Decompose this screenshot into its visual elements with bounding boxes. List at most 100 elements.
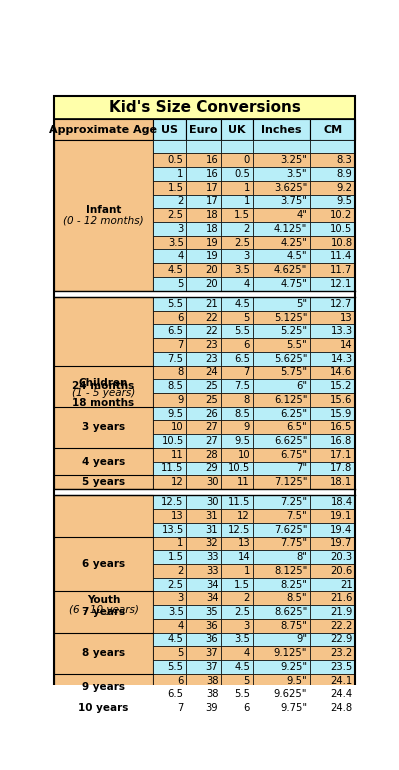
Bar [153, 420, 186, 434]
Text: 32: 32 [206, 538, 218, 548]
Text: 19.4: 19.4 [330, 525, 352, 534]
Text: 34: 34 [206, 580, 218, 590]
Text: 14: 14 [237, 552, 250, 562]
Bar [253, 140, 310, 153]
Text: 3.5": 3.5" [286, 169, 307, 179]
Text: 19.1: 19.1 [330, 511, 352, 521]
Text: 6.625": 6.625" [274, 436, 307, 446]
Bar [153, 509, 186, 523]
Bar [221, 551, 253, 564]
Text: 9.625": 9.625" [274, 689, 307, 699]
Bar [221, 153, 253, 167]
Bar [253, 407, 310, 420]
Text: 1.5: 1.5 [234, 580, 250, 590]
Text: 1.5: 1.5 [168, 552, 184, 562]
Bar [310, 366, 355, 380]
Text: 19: 19 [205, 238, 218, 247]
Bar [221, 236, 253, 249]
Text: 19.7: 19.7 [330, 538, 352, 548]
Bar [253, 674, 310, 688]
Text: 27: 27 [205, 422, 218, 432]
Text: 11.4: 11.4 [330, 251, 352, 261]
Text: 4: 4 [244, 279, 250, 289]
Text: 8.5: 8.5 [168, 381, 184, 391]
Bar [221, 420, 253, 434]
Bar [186, 475, 221, 489]
Bar [253, 660, 310, 674]
Text: 6: 6 [177, 675, 184, 685]
Bar [310, 701, 355, 715]
Text: 9": 9" [296, 634, 307, 644]
Text: Approximate Age: Approximate Age [49, 125, 158, 135]
Text: 3: 3 [244, 621, 250, 631]
Text: 5.125": 5.125" [274, 313, 307, 323]
Text: 7: 7 [177, 340, 184, 350]
Text: 8.3: 8.3 [337, 156, 352, 166]
Text: US: US [161, 125, 178, 135]
Bar [54, 297, 153, 489]
Bar [310, 338, 355, 352]
Text: 23.5: 23.5 [330, 662, 352, 671]
Text: 4.5: 4.5 [168, 265, 184, 275]
Text: 6: 6 [244, 703, 250, 713]
Text: 9.5: 9.5 [168, 409, 184, 419]
Text: 5": 5" [296, 299, 307, 309]
Text: 9.2: 9.2 [336, 182, 352, 192]
Bar [310, 646, 355, 660]
Bar [310, 181, 355, 195]
Text: 33: 33 [206, 566, 218, 576]
Text: 7.625": 7.625" [274, 525, 307, 534]
Bar [253, 564, 310, 578]
Text: 8 years: 8 years [82, 648, 125, 658]
Bar [153, 297, 186, 311]
Text: (6 - 10 years): (6 - 10 years) [69, 605, 138, 615]
Text: 11.7: 11.7 [330, 265, 352, 275]
Text: 16.5: 16.5 [330, 422, 352, 432]
Bar [153, 551, 186, 564]
Text: 0: 0 [244, 156, 250, 166]
Bar [310, 688, 355, 701]
Bar [221, 407, 253, 420]
Text: 3 years: 3 years [82, 422, 125, 432]
Text: 21.6: 21.6 [330, 594, 352, 603]
Text: 1.5: 1.5 [234, 210, 250, 220]
Bar [186, 509, 221, 523]
Text: 4 years: 4 years [82, 457, 125, 467]
Bar [153, 181, 186, 195]
Text: 12.5: 12.5 [228, 525, 250, 534]
Text: 25: 25 [205, 395, 218, 405]
Bar [253, 495, 310, 509]
Text: 37: 37 [206, 648, 218, 658]
Text: 9: 9 [177, 395, 184, 405]
Text: 31: 31 [206, 525, 218, 534]
Text: 3.5: 3.5 [168, 238, 184, 247]
Bar [153, 119, 186, 139]
Bar [310, 461, 355, 475]
Text: 23: 23 [206, 353, 218, 363]
Bar [153, 448, 186, 461]
Text: 12.1: 12.1 [330, 279, 352, 289]
Bar [253, 222, 310, 236]
Text: 24 months: 24 months [72, 381, 134, 391]
Text: 17.8: 17.8 [330, 464, 352, 474]
Text: 2: 2 [177, 566, 184, 576]
Bar [253, 632, 310, 646]
Text: 23: 23 [206, 340, 218, 350]
Text: 6.5: 6.5 [168, 326, 184, 336]
Bar [153, 249, 186, 263]
Text: 38: 38 [206, 689, 218, 699]
Bar [221, 461, 253, 475]
Text: 30: 30 [206, 477, 218, 487]
Bar [153, 407, 186, 420]
Text: 6": 6" [296, 381, 307, 391]
Bar [310, 407, 355, 420]
Text: 5: 5 [177, 279, 184, 289]
Bar [153, 619, 186, 632]
Text: 24: 24 [206, 367, 218, 377]
Bar [310, 537, 355, 551]
Text: Inches: Inches [261, 125, 302, 135]
Text: 10.5: 10.5 [330, 224, 352, 234]
Bar [253, 551, 310, 564]
Bar [153, 311, 186, 324]
Bar [221, 380, 253, 393]
